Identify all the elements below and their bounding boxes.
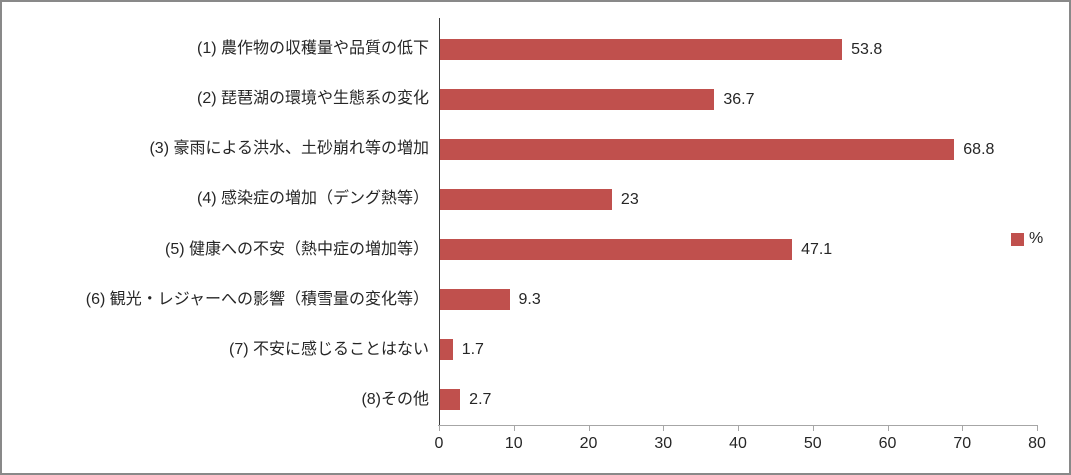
bar <box>440 188 612 210</box>
category-label: (2) 琵琶湖の環境や生態系の変化 <box>196 90 429 108</box>
x-axis-tick <box>663 425 665 431</box>
bar <box>440 339 453 361</box>
value-label: 47.1 <box>801 241 833 259</box>
category-label: (8)その他 <box>361 390 429 408</box>
category-label: (3) 豪雨による洪水、土砂崩れ等の増加 <box>149 140 429 158</box>
x-axis-tick-label: 20 <box>579 435 598 452</box>
value-label: 36.7 <box>723 90 755 108</box>
legend-label: % <box>1029 230 1044 247</box>
x-axis-tick-label: 80 <box>1028 435 1046 452</box>
x-axis-tick <box>513 425 515 431</box>
x-axis-tick <box>439 425 440 431</box>
legend: % <box>1011 230 1043 248</box>
bar <box>440 289 510 311</box>
x-axis-tick-label: 30 <box>654 435 673 452</box>
category-label: (6) 観光・レジャーへの影響（積雪量の変化等） <box>85 290 429 308</box>
legend-swatch-icon <box>1011 232 1024 246</box>
category-label: (4) 感染症の増加（デング熱等） <box>196 190 429 208</box>
bar <box>440 38 843 60</box>
value-label: 2.7 <box>469 391 492 409</box>
value-label: 68.8 <box>963 140 995 158</box>
x-axis-tick-label: 0 <box>434 435 444 452</box>
x-axis-tick-label: 50 <box>803 435 822 452</box>
value-label: 23 <box>620 190 639 208</box>
x-axis-tick-label: 10 <box>504 435 523 452</box>
x-axis-tick <box>887 425 889 431</box>
bar <box>440 239 793 261</box>
x-axis-tick-label: 70 <box>953 435 972 452</box>
value-label: 53.8 <box>851 40 883 58</box>
x-axis-tick-label: 60 <box>878 435 897 452</box>
value-label: 1.7 <box>461 341 484 359</box>
x-axis-tick <box>588 425 590 431</box>
x-axis-tick <box>738 425 739 431</box>
bar <box>440 88 715 110</box>
x-axis-tick <box>812 425 814 431</box>
category-axis-line <box>439 18 440 425</box>
bar <box>440 389 461 411</box>
bar <box>440 138 955 160</box>
x-axis-tick-label: 40 <box>729 435 747 452</box>
category-label: (1) 農作物の収穫量や品質の低下 <box>196 40 429 57</box>
category-label: (5) 健康への不安（熱中症の増加等） <box>164 240 429 258</box>
category-label: (7) 不安に感じることはない <box>228 340 429 358</box>
x-axis-tick <box>962 425 964 431</box>
value-label: 9.3 <box>518 291 541 309</box>
x-axis-tick <box>1037 425 1038 431</box>
